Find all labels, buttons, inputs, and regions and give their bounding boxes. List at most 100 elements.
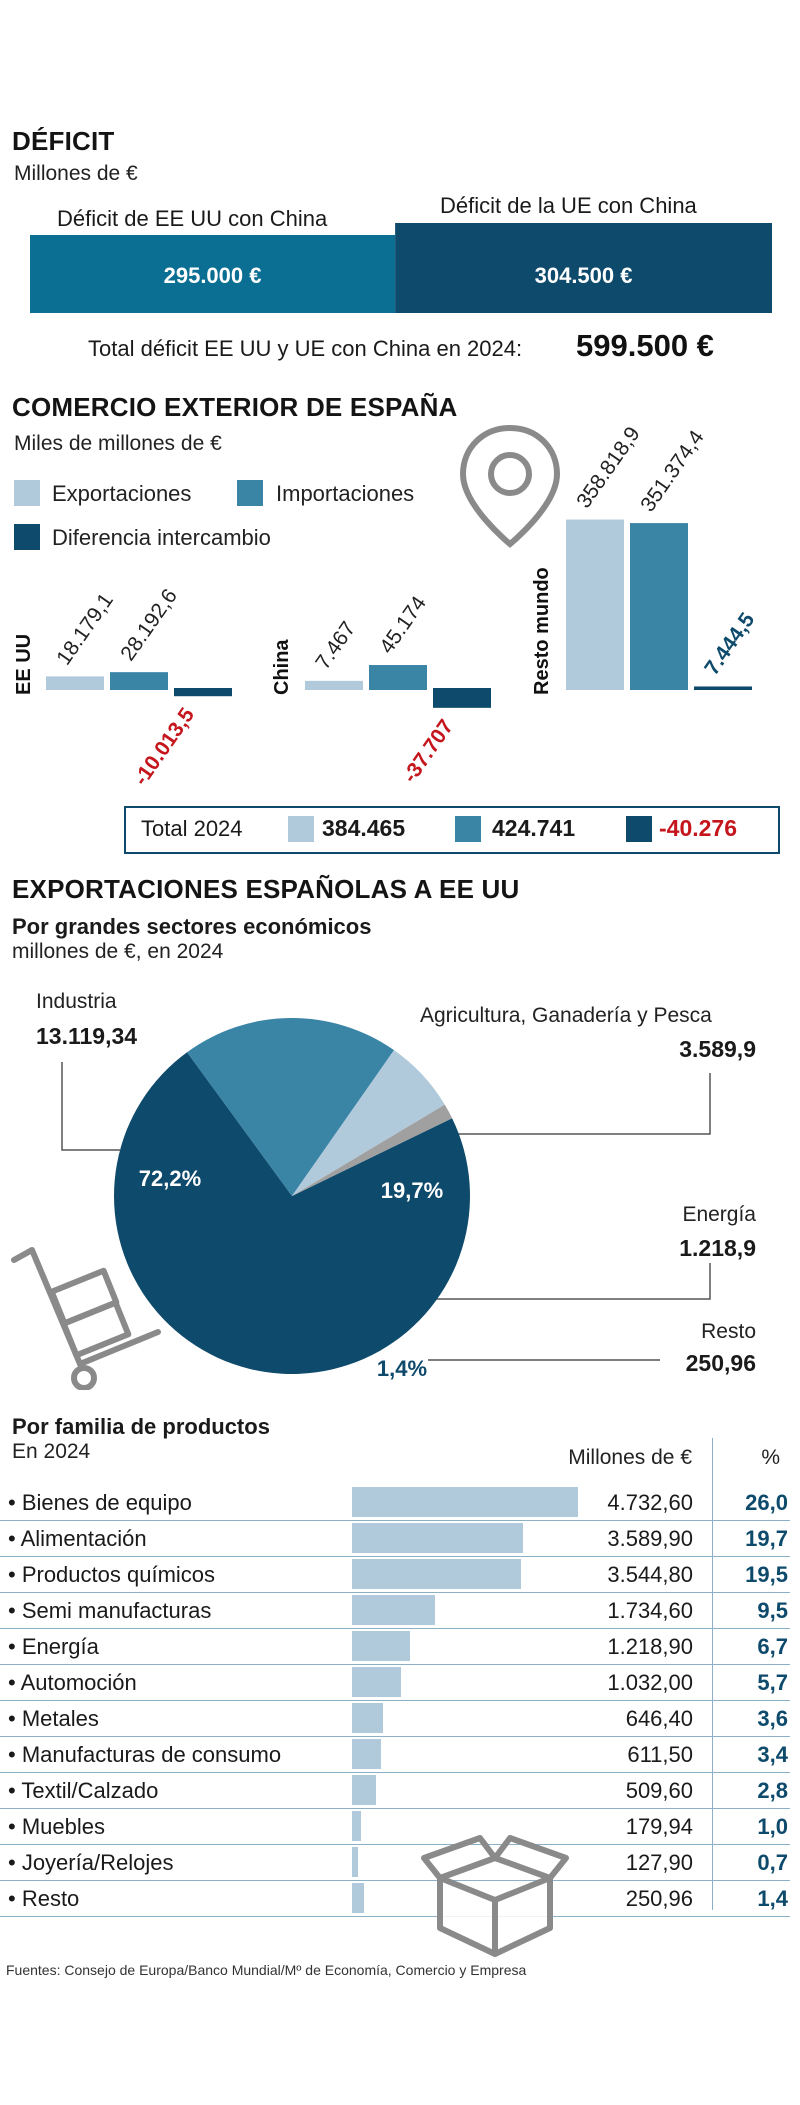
- product-name: • Semi manufacturas: [8, 1598, 212, 1623]
- product-value: 1.734,60: [607, 1598, 693, 1623]
- pie-label-resto: Resto: [701, 1320, 756, 1343]
- product-bar: [352, 1811, 361, 1841]
- product-pct: 19,7: [745, 1526, 788, 1551]
- deficit-title: DÉFICIT: [12, 126, 115, 156]
- pie-value-industria: 13.119,34: [36, 1023, 138, 1049]
- column-divider: [712, 1438, 713, 1910]
- trade-bar-2-0: [566, 519, 624, 690]
- deficit-bar-0: [30, 235, 396, 313]
- trade-total-import: 424.741: [492, 815, 576, 841]
- product-bar: [352, 1703, 383, 1733]
- product-value: 611,50: [627, 1742, 693, 1767]
- col-header-value: Millones de €: [568, 1446, 692, 1469]
- pie-slice-0: [114, 1052, 471, 1374]
- deficit-chart: 295.000 € 304.500 €: [30, 223, 772, 313]
- category-label-0: EE UU: [13, 634, 35, 695]
- product-bar: [352, 1631, 411, 1661]
- trade-total-diff: -40.276: [659, 815, 738, 841]
- box-icon: [421, 1835, 569, 1957]
- total-import-swatch: [455, 816, 481, 842]
- trade-bar-label-2-1: 351.374,4: [636, 426, 709, 516]
- row-divider: [0, 1628, 790, 1629]
- leader-agri: [440, 1073, 711, 1135]
- product-value: 3.589,90: [607, 1526, 693, 1551]
- pie-chart: 72,2% 19,7% 6,7% 1,4%: [61, 1018, 711, 1381]
- pie-label-industria: Industria: [36, 990, 117, 1013]
- trade-subtitle: Miles de millones de €: [14, 432, 222, 455]
- pie-value-agri: 3.589,9: [679, 1036, 756, 1062]
- row-divider: [0, 1700, 790, 1701]
- product-name: • Muebles: [8, 1814, 105, 1839]
- trade-bar-label-1-2: -37.707: [398, 716, 458, 788]
- trade-bar-label-0-1: 28.192,6: [116, 585, 182, 665]
- product-bar: [352, 1739, 382, 1769]
- row-divider: [0, 1808, 790, 1809]
- product-pct: 2,8: [757, 1778, 788, 1803]
- trade-bar-0-0: [46, 676, 104, 690]
- product-value: 250,96: [625, 1886, 693, 1911]
- product-value: 1.218,90: [607, 1634, 693, 1659]
- legend-import-label: Importaciones: [276, 481, 415, 506]
- pie-note: millones de €, en 2024: [12, 940, 224, 963]
- product-name: • Resto: [8, 1886, 80, 1911]
- pie-pct-label-0: 72,2%: [139, 1166, 201, 1191]
- pie-pct-label-2: 6,7%: [375, 1292, 425, 1317]
- product-name: • Textil/Calzado: [8, 1778, 159, 1803]
- trade-bar-1-1: [369, 665, 427, 690]
- category-label-2: Resto mundo: [531, 567, 553, 695]
- pie-label-energia: Energía: [682, 1203, 756, 1226]
- product-value: 509,60: [625, 1778, 693, 1803]
- product-value: 646,40: [625, 1706, 693, 1731]
- legend-diff-swatch: [14, 524, 40, 550]
- trade-bar-0-1: [110, 672, 168, 690]
- category-label-1: China: [271, 639, 293, 695]
- product-bar: [352, 1487, 578, 1517]
- deficit-bar-value-0: 295.000 €: [164, 263, 262, 288]
- row-divider: [0, 1844, 790, 1845]
- product-pct: 9,5: [757, 1598, 788, 1623]
- product-pct: 3,6: [757, 1706, 788, 1731]
- pie-pct-label-1: 19,7%: [381, 1178, 443, 1203]
- row-divider: [0, 1556, 790, 1557]
- legend-export-label: Exportaciones: [52, 481, 192, 506]
- product-pct: 1,0: [757, 1814, 788, 1839]
- pie-slice-1: [187, 1018, 395, 1196]
- product-bar: [352, 1775, 377, 1805]
- deficit-eu-label: Déficit de la UE con China: [440, 193, 697, 218]
- product-name: • Manufacturas de consumo: [8, 1742, 282, 1767]
- deficit-total-label: Total déficit EE UU y UE con China en 20…: [88, 336, 523, 361]
- product-name: • Metales: [8, 1706, 99, 1731]
- deficit-us-label: Déficit de EE UU con China: [57, 206, 328, 231]
- exports-title: EXPORTACIONES ESPAÑOLAS A EE UU: [12, 874, 520, 904]
- deficit-bar-1: [395, 223, 772, 313]
- pie-value-energia: 1.218,9: [679, 1235, 756, 1261]
- trade-title: COMERCIO EXTERIOR DE ESPAÑA: [12, 392, 458, 422]
- total-diff-swatch: [626, 816, 652, 842]
- trade-bar-1-0: [305, 680, 363, 690]
- table-title: Por familia de productos: [12, 1414, 270, 1439]
- product-pct: 1,4: [757, 1886, 788, 1911]
- row-divider: [0, 1736, 790, 1737]
- total-export-swatch: [288, 816, 314, 842]
- trade-total-label: Total 2024: [141, 816, 243, 841]
- product-bar: [352, 1559, 522, 1589]
- trade-chart: EE UU 18.179,128.192,6 -10.013,5 China 7.467…: [13, 423, 759, 790]
- legend-diff-label: Diferencia intercambio: [52, 525, 271, 550]
- pie-value-resto: 250,96: [685, 1350, 756, 1376]
- leader-industria: [61, 1062, 120, 1151]
- trade-bar-2-2: [694, 686, 752, 690]
- row-divider: [0, 1772, 790, 1773]
- trade-bar-label-1-0: 7.467: [311, 617, 360, 673]
- trade-bar-2-1: [630, 523, 688, 690]
- product-pct: 26,0: [745, 1490, 788, 1515]
- trade-bar-0-2: [174, 688, 232, 697]
- trade-bar-label-2-2: 7.444,5: [700, 608, 759, 679]
- table-note: En 2024: [12, 1440, 91, 1463]
- pie-slice-2: [292, 1050, 445, 1196]
- leader-energia: [420, 1263, 711, 1300]
- hand-truck-icon: [11, 1247, 161, 1390]
- product-bar: [352, 1523, 524, 1553]
- legend-export-swatch: [14, 480, 40, 506]
- product-pct: 6,7: [757, 1634, 788, 1659]
- product-bar: [352, 1883, 364, 1913]
